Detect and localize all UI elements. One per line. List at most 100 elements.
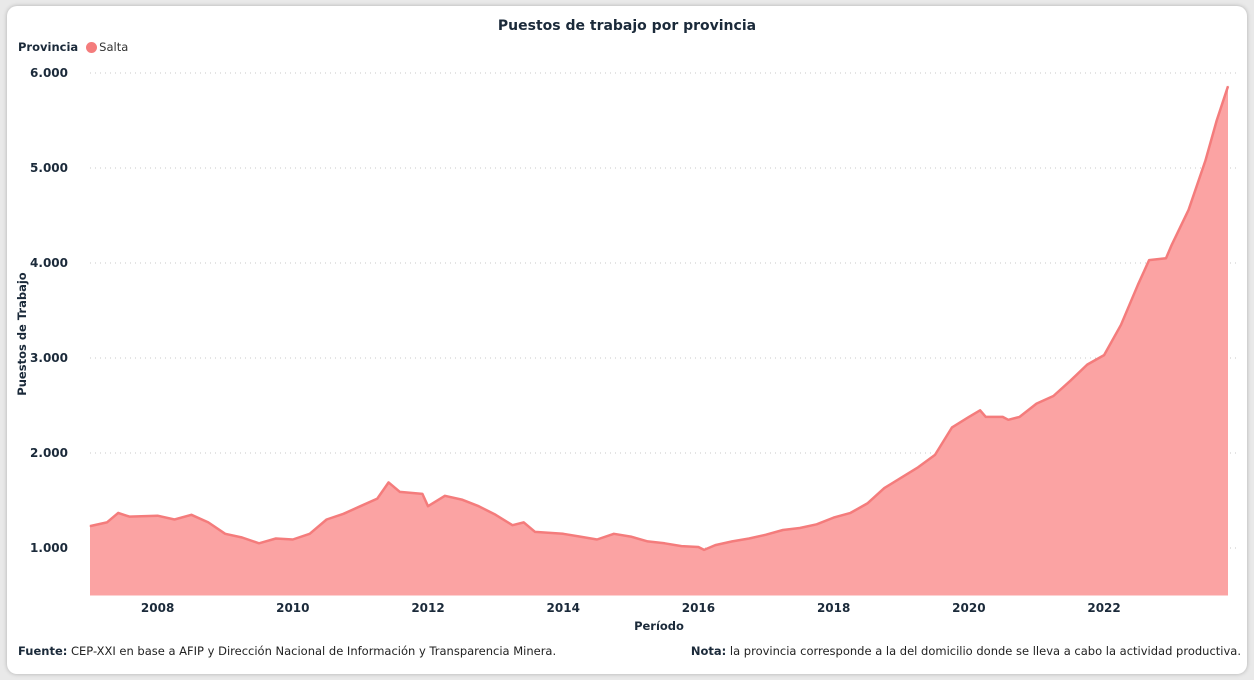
data-point bbox=[444, 495, 446, 497]
data-point bbox=[258, 542, 260, 544]
data-point bbox=[968, 416, 970, 418]
data-point bbox=[1086, 364, 1088, 366]
data-point bbox=[765, 534, 767, 536]
data-point bbox=[1188, 209, 1190, 211]
legend: Provincia Salta bbox=[18, 40, 128, 54]
data-point bbox=[799, 527, 801, 529]
legend-item-salta[interactable]: Salta bbox=[99, 40, 129, 54]
data-point bbox=[917, 466, 919, 468]
data-point bbox=[1103, 354, 1105, 356]
data-point bbox=[174, 519, 176, 520]
data-point bbox=[951, 426, 953, 428]
data-point bbox=[613, 533, 615, 535]
data-point bbox=[326, 519, 328, 520]
data-point bbox=[190, 514, 192, 516]
data-point bbox=[714, 544, 716, 546]
x-tick-label: 2020 bbox=[952, 601, 985, 615]
data-point bbox=[128, 516, 130, 518]
data-point bbox=[117, 512, 119, 514]
data-point bbox=[376, 498, 378, 500]
data-point bbox=[934, 454, 936, 456]
data-point bbox=[292, 538, 294, 540]
data-point bbox=[979, 409, 981, 411]
data-point bbox=[697, 546, 699, 548]
data-point bbox=[207, 521, 209, 523]
data-point bbox=[562, 533, 564, 535]
data-point bbox=[866, 502, 868, 504]
x-tick-label: 2014 bbox=[547, 601, 580, 615]
chart-title: Puestos de trabajo por provincia bbox=[497, 18, 757, 34]
x-tick-label: 2018 bbox=[817, 601, 850, 615]
source-note: Fuente: CEP-XXI en base a AFIP y Direcci… bbox=[18, 644, 556, 658]
data-point bbox=[816, 523, 818, 525]
data-point bbox=[748, 538, 750, 539]
y-tick-label: 2.000 bbox=[30, 446, 68, 460]
data-point bbox=[703, 549, 705, 551]
data-point bbox=[579, 536, 581, 538]
data-point bbox=[731, 540, 733, 542]
data-point bbox=[596, 538, 598, 540]
data-point bbox=[1002, 416, 1004, 418]
note-label: Nota: bbox=[690, 644, 727, 658]
source-label: Fuente: bbox=[18, 644, 68, 658]
data-point bbox=[359, 505, 361, 507]
y-tick-label: 5.000 bbox=[30, 161, 68, 175]
x-tick-label: 2008 bbox=[141, 601, 174, 615]
legend-marker bbox=[86, 41, 98, 53]
data-point bbox=[461, 499, 463, 501]
data-point bbox=[850, 512, 852, 514]
data-point bbox=[523, 521, 525, 523]
x-tick-label: 2016 bbox=[682, 601, 715, 615]
x-tick-label: 2022 bbox=[1087, 601, 1120, 615]
data-point bbox=[534, 531, 536, 533]
x-tick-label: 2010 bbox=[276, 601, 309, 615]
y-tick-label: 6.000 bbox=[30, 66, 68, 80]
data-point bbox=[1069, 380, 1071, 382]
data-point bbox=[89, 525, 91, 527]
data-point bbox=[1137, 284, 1139, 286]
data-point bbox=[106, 521, 108, 523]
data-point bbox=[1148, 259, 1150, 261]
data-point bbox=[388, 481, 390, 483]
x-axis-label: Período bbox=[634, 619, 684, 633]
data-point bbox=[478, 505, 480, 507]
y-tick-label: 3.000 bbox=[30, 351, 68, 365]
data-point bbox=[647, 540, 649, 542]
y-tick-label: 1.000 bbox=[30, 541, 68, 555]
y-tick-label: 4.000 bbox=[30, 256, 68, 270]
data-point bbox=[399, 491, 401, 493]
footnote: Nota: la provincia corresponde a la del … bbox=[691, 644, 1241, 658]
data-point bbox=[512, 524, 514, 526]
data-point bbox=[1204, 159, 1206, 161]
data-point bbox=[495, 514, 497, 516]
data-point bbox=[1120, 324, 1122, 326]
data-point bbox=[309, 533, 311, 535]
note-text: la provincia corresponde a la del domici… bbox=[726, 644, 1241, 658]
data-point bbox=[343, 513, 345, 515]
series-line-salta bbox=[89, 85, 1230, 552]
area-fill bbox=[90, 86, 1228, 596]
data-point bbox=[883, 487, 885, 489]
data-point bbox=[1052, 395, 1054, 397]
data-point bbox=[681, 545, 683, 547]
data-point bbox=[900, 477, 902, 479]
data-point bbox=[427, 505, 429, 507]
data-point bbox=[241, 537, 243, 539]
data-point bbox=[1216, 120, 1218, 121]
source-text: CEP-XXI en base a AFIP y Dirección Nacio… bbox=[67, 644, 557, 658]
data-point bbox=[1019, 416, 1021, 418]
data-point bbox=[275, 538, 277, 539]
y-axis-label: Puestos de Trabajo bbox=[15, 272, 29, 395]
data-point bbox=[664, 542, 666, 544]
data-point bbox=[833, 517, 835, 519]
data-point bbox=[224, 533, 226, 535]
data-point bbox=[1007, 419, 1009, 421]
data-point bbox=[630, 536, 632, 538]
data-point bbox=[1165, 257, 1167, 259]
data-point bbox=[421, 493, 423, 495]
data-point bbox=[157, 515, 159, 517]
data-point bbox=[1227, 85, 1229, 87]
x-tick-label: 2012 bbox=[411, 601, 444, 615]
data-point bbox=[1035, 403, 1037, 405]
